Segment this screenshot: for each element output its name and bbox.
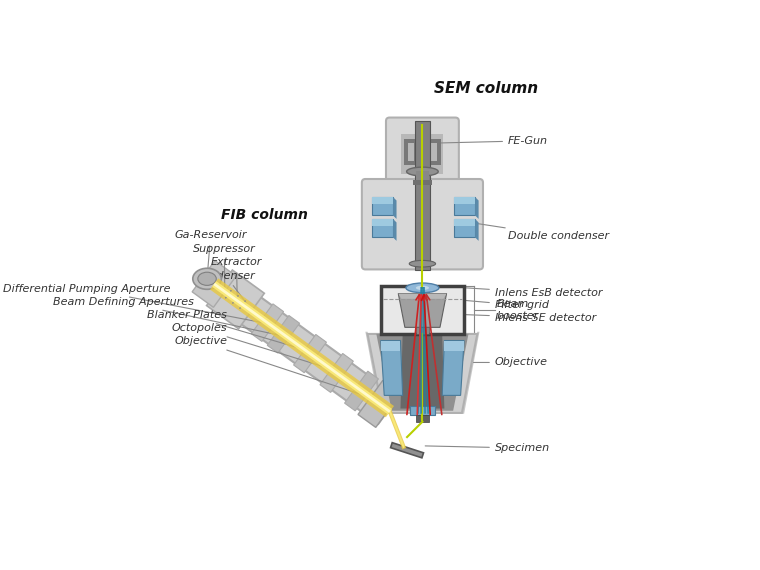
Bar	[416, 286, 429, 334]
Bar	[431, 139, 441, 143]
FancyBboxPatch shape	[372, 197, 393, 205]
Polygon shape	[401, 334, 445, 409]
Polygon shape	[393, 197, 397, 219]
Text: Beam
booster: Beam booster	[497, 299, 540, 320]
Polygon shape	[368, 334, 477, 413]
Text: Inlens SE detector: Inlens SE detector	[456, 313, 596, 323]
Text: Double condenser: Double condenser	[476, 223, 609, 241]
FancyBboxPatch shape	[372, 219, 393, 237]
Bar	[431, 161, 441, 165]
Bar	[437, 139, 441, 165]
Text: Objective: Objective	[174, 336, 368, 397]
Polygon shape	[393, 219, 397, 241]
Polygon shape	[460, 332, 480, 414]
Bar	[410, 406, 435, 415]
Bar	[420, 128, 426, 139]
Bar	[416, 170, 429, 182]
Polygon shape	[207, 270, 264, 329]
Bar	[423, 161, 431, 165]
Bar	[414, 121, 430, 270]
Polygon shape	[475, 197, 479, 219]
Text: Suppressor: Suppressor	[193, 244, 255, 289]
Text: SEM column: SEM column	[434, 80, 538, 96]
Bar	[427, 139, 431, 165]
Polygon shape	[398, 294, 447, 327]
FancyBboxPatch shape	[372, 219, 393, 226]
Text: Condenser: Condenser	[196, 271, 255, 310]
Bar	[414, 182, 430, 266]
Polygon shape	[366, 332, 385, 414]
Ellipse shape	[198, 272, 217, 286]
FancyBboxPatch shape	[454, 197, 475, 205]
Polygon shape	[475, 219, 479, 241]
FancyBboxPatch shape	[454, 219, 475, 237]
Bar	[381, 286, 464, 334]
FancyBboxPatch shape	[362, 179, 483, 270]
Bar	[404, 139, 413, 143]
Text: Ga-Reservoir: Ga-Reservoir	[174, 230, 247, 276]
Ellipse shape	[416, 286, 429, 290]
Polygon shape	[293, 335, 327, 373]
Polygon shape	[268, 315, 299, 353]
Polygon shape	[320, 353, 353, 392]
Text: Beam Defining Apertures: Beam Defining Apertures	[53, 297, 284, 336]
Bar	[413, 139, 417, 165]
Polygon shape	[420, 139, 426, 145]
Bar	[401, 135, 444, 174]
Text: FIB column: FIB column	[221, 209, 308, 222]
Polygon shape	[192, 260, 236, 307]
Ellipse shape	[407, 167, 439, 176]
Ellipse shape	[193, 268, 221, 290]
Polygon shape	[381, 340, 403, 396]
FancyBboxPatch shape	[454, 197, 475, 215]
Bar	[404, 161, 413, 165]
Text: FE-Gun: FE-Gun	[441, 136, 548, 146]
Text: Octopoles: Octopoles	[172, 323, 328, 368]
Ellipse shape	[409, 260, 435, 267]
Bar	[413, 180, 432, 185]
Text: Blanker Plates: Blanker Plates	[147, 310, 302, 349]
Polygon shape	[376, 334, 468, 411]
Bar	[391, 443, 423, 458]
FancyBboxPatch shape	[454, 219, 475, 226]
Polygon shape	[252, 304, 283, 341]
FancyBboxPatch shape	[386, 117, 459, 186]
Polygon shape	[236, 294, 398, 424]
Bar	[416, 415, 429, 422]
Text: Differential Pumping Aperture: Differential Pumping Aperture	[2, 284, 267, 323]
Bar	[404, 139, 408, 165]
FancyBboxPatch shape	[372, 197, 393, 215]
Polygon shape	[442, 340, 464, 396]
Ellipse shape	[406, 283, 439, 292]
Polygon shape	[344, 371, 378, 411]
Polygon shape	[445, 340, 464, 352]
Text: Specimen: Specimen	[425, 443, 550, 453]
Text: Inlens EsB detector: Inlens EsB detector	[454, 287, 603, 298]
Polygon shape	[358, 380, 401, 428]
Polygon shape	[381, 340, 401, 352]
Text: Extractor: Extractor	[211, 258, 262, 298]
Bar	[413, 161, 422, 165]
Text: Objective: Objective	[473, 357, 548, 368]
Polygon shape	[398, 294, 447, 299]
Text: Filter grid: Filter grid	[454, 299, 549, 311]
